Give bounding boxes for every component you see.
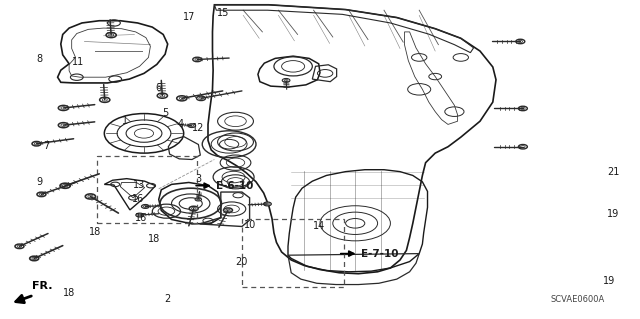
Circle shape <box>264 202 271 206</box>
Text: 15: 15 <box>216 8 229 18</box>
Text: 1: 1 <box>122 115 128 126</box>
Circle shape <box>193 57 202 62</box>
Text: 19: 19 <box>607 209 620 219</box>
Text: 14: 14 <box>312 221 325 232</box>
Text: 3: 3 <box>195 174 202 184</box>
Text: 16: 16 <box>131 194 144 204</box>
Circle shape <box>60 183 70 188</box>
Text: 11: 11 <box>72 57 84 67</box>
Circle shape <box>282 78 290 82</box>
Circle shape <box>223 208 232 212</box>
Circle shape <box>518 145 527 149</box>
Bar <box>242 219 344 287</box>
Text: 19: 19 <box>603 276 616 286</box>
Circle shape <box>195 198 202 201</box>
Circle shape <box>32 142 41 146</box>
Circle shape <box>15 244 24 249</box>
Text: 8: 8 <box>36 54 43 64</box>
Text: 17: 17 <box>182 11 195 22</box>
Circle shape <box>29 256 38 261</box>
Circle shape <box>516 39 525 44</box>
Text: 20: 20 <box>236 256 248 267</box>
Text: E-6-10: E-6-10 <box>216 181 253 191</box>
Text: 10: 10 <box>243 220 256 230</box>
Text: 16: 16 <box>134 212 147 223</box>
Text: FR.: FR. <box>32 281 52 291</box>
Text: SCVAE0600A: SCVAE0600A <box>550 295 605 304</box>
Text: 7: 7 <box>43 141 49 151</box>
Text: 21: 21 <box>607 167 620 177</box>
Circle shape <box>189 206 198 211</box>
Text: 5: 5 <box>162 108 168 118</box>
Text: 2: 2 <box>164 294 171 304</box>
Text: 13: 13 <box>133 180 146 190</box>
Circle shape <box>85 194 95 199</box>
Circle shape <box>37 192 46 197</box>
Text: 18: 18 <box>88 227 101 237</box>
Text: E-7-10: E-7-10 <box>361 249 399 259</box>
Circle shape <box>518 106 527 111</box>
Bar <box>97 156 197 223</box>
Circle shape <box>136 213 143 217</box>
Circle shape <box>58 122 68 128</box>
Circle shape <box>141 204 149 208</box>
Circle shape <box>58 105 68 110</box>
Circle shape <box>188 124 196 128</box>
Text: 6: 6 <box>156 83 162 93</box>
Text: 18: 18 <box>147 234 160 244</box>
Circle shape <box>100 97 110 102</box>
Circle shape <box>157 93 168 98</box>
Circle shape <box>177 96 187 101</box>
Text: 12: 12 <box>192 122 205 133</box>
Circle shape <box>196 96 205 100</box>
Text: 4: 4 <box>177 119 184 129</box>
Circle shape <box>106 33 116 38</box>
Text: 9: 9 <box>36 177 43 187</box>
Text: 18: 18 <box>63 288 76 299</box>
